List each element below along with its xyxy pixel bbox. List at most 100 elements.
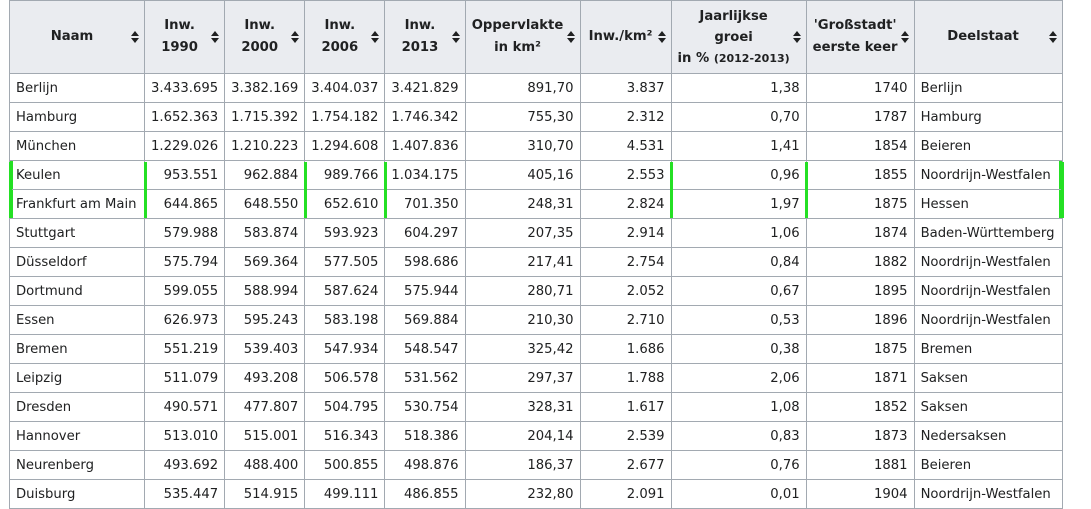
sort-icon[interactable] (291, 30, 300, 44)
col-header-naam[interactable]: Naam (9, 0, 145, 74)
col-label: 2013 (401, 40, 439, 55)
cell-grossstadt-jaar: 1787 (805, 102, 915, 132)
cell-naam: Düsseldorf (9, 247, 145, 277)
cell-inw-2000: 588.994 (224, 276, 306, 306)
cell-deelstaat: Beieren (913, 450, 1063, 480)
col-header-inw-per-km2[interactable]: Inw./km² (579, 0, 672, 74)
cell-inw-2006: 504.795 (304, 392, 386, 422)
cell-inw-per-km2: 2.312 (579, 102, 672, 132)
cell-naam: Stuttgart (9, 218, 145, 248)
cell-naam: Leipzig (9, 363, 145, 393)
col-header-inw-2000[interactable]: Inw. 2000 (224, 0, 306, 74)
cell-inw-per-km2: 2.710 (579, 305, 672, 335)
cell-inw-1990: 511.079 (143, 363, 226, 393)
cell-naam: Duisburg (9, 479, 145, 509)
cell-naam: Dresden (9, 392, 145, 422)
cell-inw-2000: 493.208 (224, 363, 306, 393)
cell-inw-2013: 531.562 (384, 363, 466, 393)
cell-inw-per-km2: 2.914 (579, 218, 672, 248)
cell-inw-2013: 575.944 (384, 276, 466, 306)
col-header-deelstaat[interactable]: Deelstaat (913, 0, 1063, 74)
cell-oppervlakte: 755,30 (464, 102, 581, 132)
cell-oppervlakte: 328,31 (464, 392, 581, 422)
sort-icon[interactable] (566, 30, 575, 44)
cell-oppervlakte: 217,41 (464, 247, 581, 277)
cell-inw-1990: 575.794 (143, 247, 226, 277)
highlight-marker (805, 161, 809, 218)
cell-jaarlijkse-groei: 0,53 (670, 305, 807, 335)
cell-oppervlakte: 186,37 (464, 450, 581, 480)
cell-naam: Hannover (9, 421, 145, 451)
col-header-inw-1990[interactable]: Inw. 1990 (143, 0, 226, 74)
cell-naam: Bremen (9, 334, 145, 364)
sort-icon[interactable] (451, 30, 460, 44)
cell-inw-2013: 701.350 (384, 189, 466, 219)
col-label: Jaarlijkse (699, 8, 768, 24)
sort-icon[interactable] (371, 30, 380, 44)
cell-inw-2006: 577.505 (304, 247, 386, 277)
cell-deelstaat: Noordrijn-Westfalen (913, 305, 1063, 335)
cell-deelstaat: Beieren (913, 131, 1063, 161)
cell-deelstaat: Hamburg (913, 102, 1063, 132)
sort-icon[interactable] (131, 30, 139, 44)
cell-inw-2000: 1.715.392 (224, 102, 306, 132)
cell-grossstadt-jaar: 1852 (805, 392, 915, 422)
cell-inw-1990: 1.229.026 (143, 131, 226, 161)
sort-icon[interactable] (211, 30, 220, 44)
cell-inw-1990: 3.433.695 (143, 73, 226, 103)
cell-grossstadt-jaar: 1854 (805, 131, 915, 161)
cell-inw-2000: 477.807 (224, 392, 306, 422)
table-row: Duisburg 535.447 514.915 499.111 486.855 232,… (9, 479, 1063, 509)
cell-naam: Neurenberg (9, 450, 145, 480)
sort-icon[interactable] (900, 30, 909, 44)
sort-icon[interactable] (1048, 30, 1057, 44)
cell-inw-per-km2: 2.754 (579, 247, 672, 277)
cell-inw-2013: 486.855 (384, 479, 466, 509)
cell-grossstadt-jaar: 1873 (805, 421, 915, 451)
table-row: Frankfurt am Main 644.865 648.550 652.610 70… (9, 189, 1063, 219)
cell-grossstadt-jaar: 1904 (805, 479, 915, 509)
col-header-grossstadt[interactable]: 'Großstadt' eerste keer (805, 0, 915, 74)
cell-inw-per-km2: 2.824 (579, 189, 672, 219)
cell-inw-2000: 648.550 (224, 189, 306, 219)
col-header-oppervlakte[interactable]: Oppervlakte in km² (464, 0, 581, 74)
col-header-jaarlijkse-groei[interactable]: Jaarlijkse groei in % (2012-2013) (670, 0, 807, 74)
city-table: Naam Inw. 1990 Inw. 2000 Inw. 2006 Inw. … (9, 0, 1063, 509)
cell-naam: München (9, 131, 145, 161)
cell-inw-2000: 488.400 (224, 450, 306, 480)
col-label: Inw. (164, 18, 195, 33)
cell-inw-2013: 1.746.342 (384, 102, 466, 132)
cell-grossstadt-jaar: 1896 (805, 305, 915, 335)
cell-inw-2013: 530.754 (384, 392, 466, 422)
cell-naam: Dortmund (9, 276, 145, 306)
cell-inw-per-km2: 2.539 (579, 421, 672, 451)
cell-deelstaat: Berlijn (913, 73, 1063, 103)
sort-icon[interactable] (792, 30, 801, 44)
col-header-inw-2013[interactable]: Inw. 2013 (384, 0, 466, 74)
cell-jaarlijkse-groei: 0,84 (670, 247, 807, 277)
cell-inw-2006: 587.624 (304, 276, 386, 306)
col-header-inw-2006[interactable]: Inw. 2006 (304, 0, 386, 74)
cell-inw-1990: 626.973 (143, 305, 226, 335)
cell-inw-2006: 989.766 (304, 160, 386, 190)
cell-jaarlijkse-groei: 1,41 (670, 131, 807, 161)
highlight-marker (383, 161, 387, 218)
cell-naam: Essen (9, 305, 145, 335)
cell-oppervlakte: 204,14 (464, 421, 581, 451)
col-label: groei (714, 29, 753, 45)
cell-jaarlijkse-groei: 1,38 (670, 73, 807, 103)
cell-deelstaat: Bremen (913, 334, 1063, 364)
cell-inw-2006: 500.855 (304, 450, 386, 480)
sort-icon[interactable] (657, 30, 666, 44)
highlight-marker (143, 161, 147, 218)
cell-jaarlijkse-groei: 1,06 (670, 218, 807, 248)
cell-inw-1990: 1.652.363 (143, 102, 226, 132)
cell-oppervlakte: 210,30 (464, 305, 581, 335)
cell-inw-1990: 644.865 (143, 189, 226, 219)
table-row: München 1.229.026 1.210.223 1.294.608 1.407.… (9, 131, 1063, 161)
cell-jaarlijkse-groei: 1,08 (670, 392, 807, 422)
cell-inw-per-km2: 2.052 (579, 276, 672, 306)
cell-inw-2000: 3.382.169 (224, 73, 306, 103)
cell-oppervlakte: 248,31 (464, 189, 581, 219)
cell-inw-2006: 3.404.037 (304, 73, 386, 103)
